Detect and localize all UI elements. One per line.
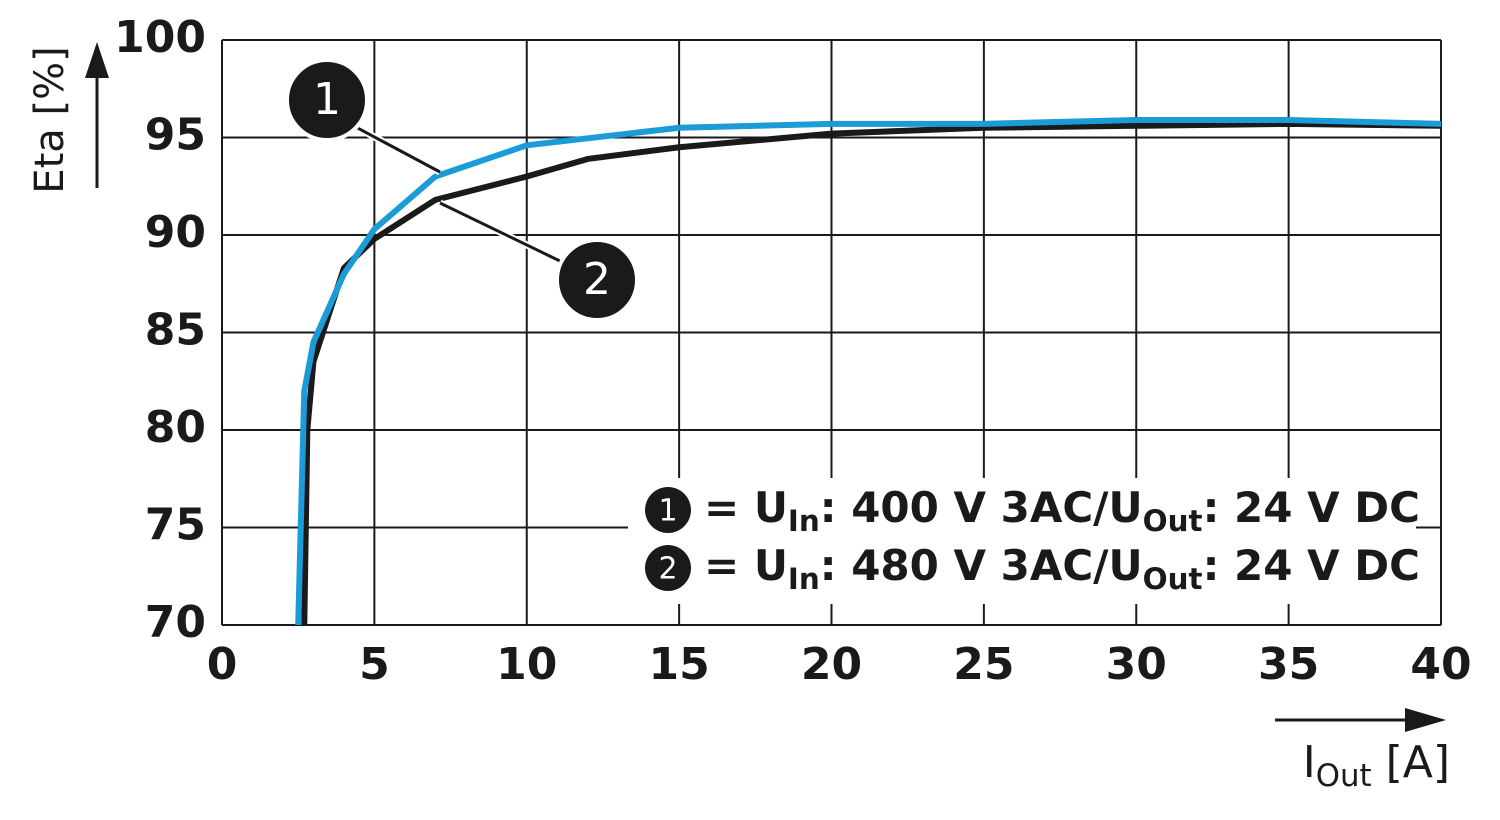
axis-arrows — [85, 42, 1446, 732]
x-tick-label: 40 — [1410, 639, 1471, 690]
x-tick-label: 15 — [649, 639, 710, 690]
label-part: = U — [704, 483, 788, 532]
y-tick-label: 100 — [114, 12, 206, 63]
y-tick-label: 90 — [145, 207, 206, 258]
y-axis-label: Eta [%] — [27, 46, 73, 193]
leader-line — [439, 201, 563, 264]
line — [295, 116, 1442, 626]
x-tick-label: 5 — [359, 639, 390, 690]
label-part: : 24 V DC — [1203, 483, 1420, 532]
x-axis-label: IOut [A] — [1303, 737, 1450, 794]
subscript: Out — [1316, 758, 1372, 794]
label-part: : 24 V DC — [1203, 541, 1420, 590]
x-tick-label: 25 — [953, 639, 1014, 690]
x-tick-label: 10 — [496, 639, 557, 690]
y-tick-label: 95 — [145, 110, 206, 161]
subscript: In — [788, 504, 820, 538]
label-part: I — [1303, 737, 1316, 788]
line — [301, 120, 1442, 626]
y-tick-label: 75 — [145, 500, 206, 551]
legend-box — [628, 478, 1416, 604]
label-part: : 400 V 3AC/U — [820, 483, 1143, 532]
x-tick-label: 20 — [801, 639, 862, 690]
label-part: = U — [704, 541, 788, 590]
subscript: In — [788, 562, 820, 596]
callout-circle — [285, 58, 369, 142]
x-tick-label: 30 — [1106, 639, 1167, 690]
x-tick-label: 35 — [1258, 639, 1319, 690]
legend-marker — [645, 545, 691, 591]
callout-circle — [555, 238, 639, 322]
label-part: [A] — [1372, 737, 1450, 788]
legend-marker — [645, 487, 691, 533]
subscript: Out — [1143, 562, 1203, 596]
y-tick-label: 80 — [145, 402, 206, 453]
label-part: : 480 V 3AC/U — [820, 541, 1143, 590]
x-tick-label: 0 — [207, 639, 238, 690]
legend-marker-label: 2 — [658, 552, 677, 587]
y-tick-label: 70 — [145, 597, 206, 648]
legend-marker-label: 1 — [658, 494, 677, 529]
legend-text: = UIn: 480 V 3AC/UOut: 24 V DC — [704, 541, 1420, 596]
y-tick-label: 85 — [145, 305, 206, 356]
callout-label: 1 — [313, 74, 341, 125]
subscript: Out — [1143, 504, 1203, 538]
callout-label: 2 — [583, 254, 611, 305]
leader-line — [351, 123, 441, 174]
legend-text: = UIn: 400 V 3AC/UOut: 24 V DC — [704, 483, 1420, 538]
